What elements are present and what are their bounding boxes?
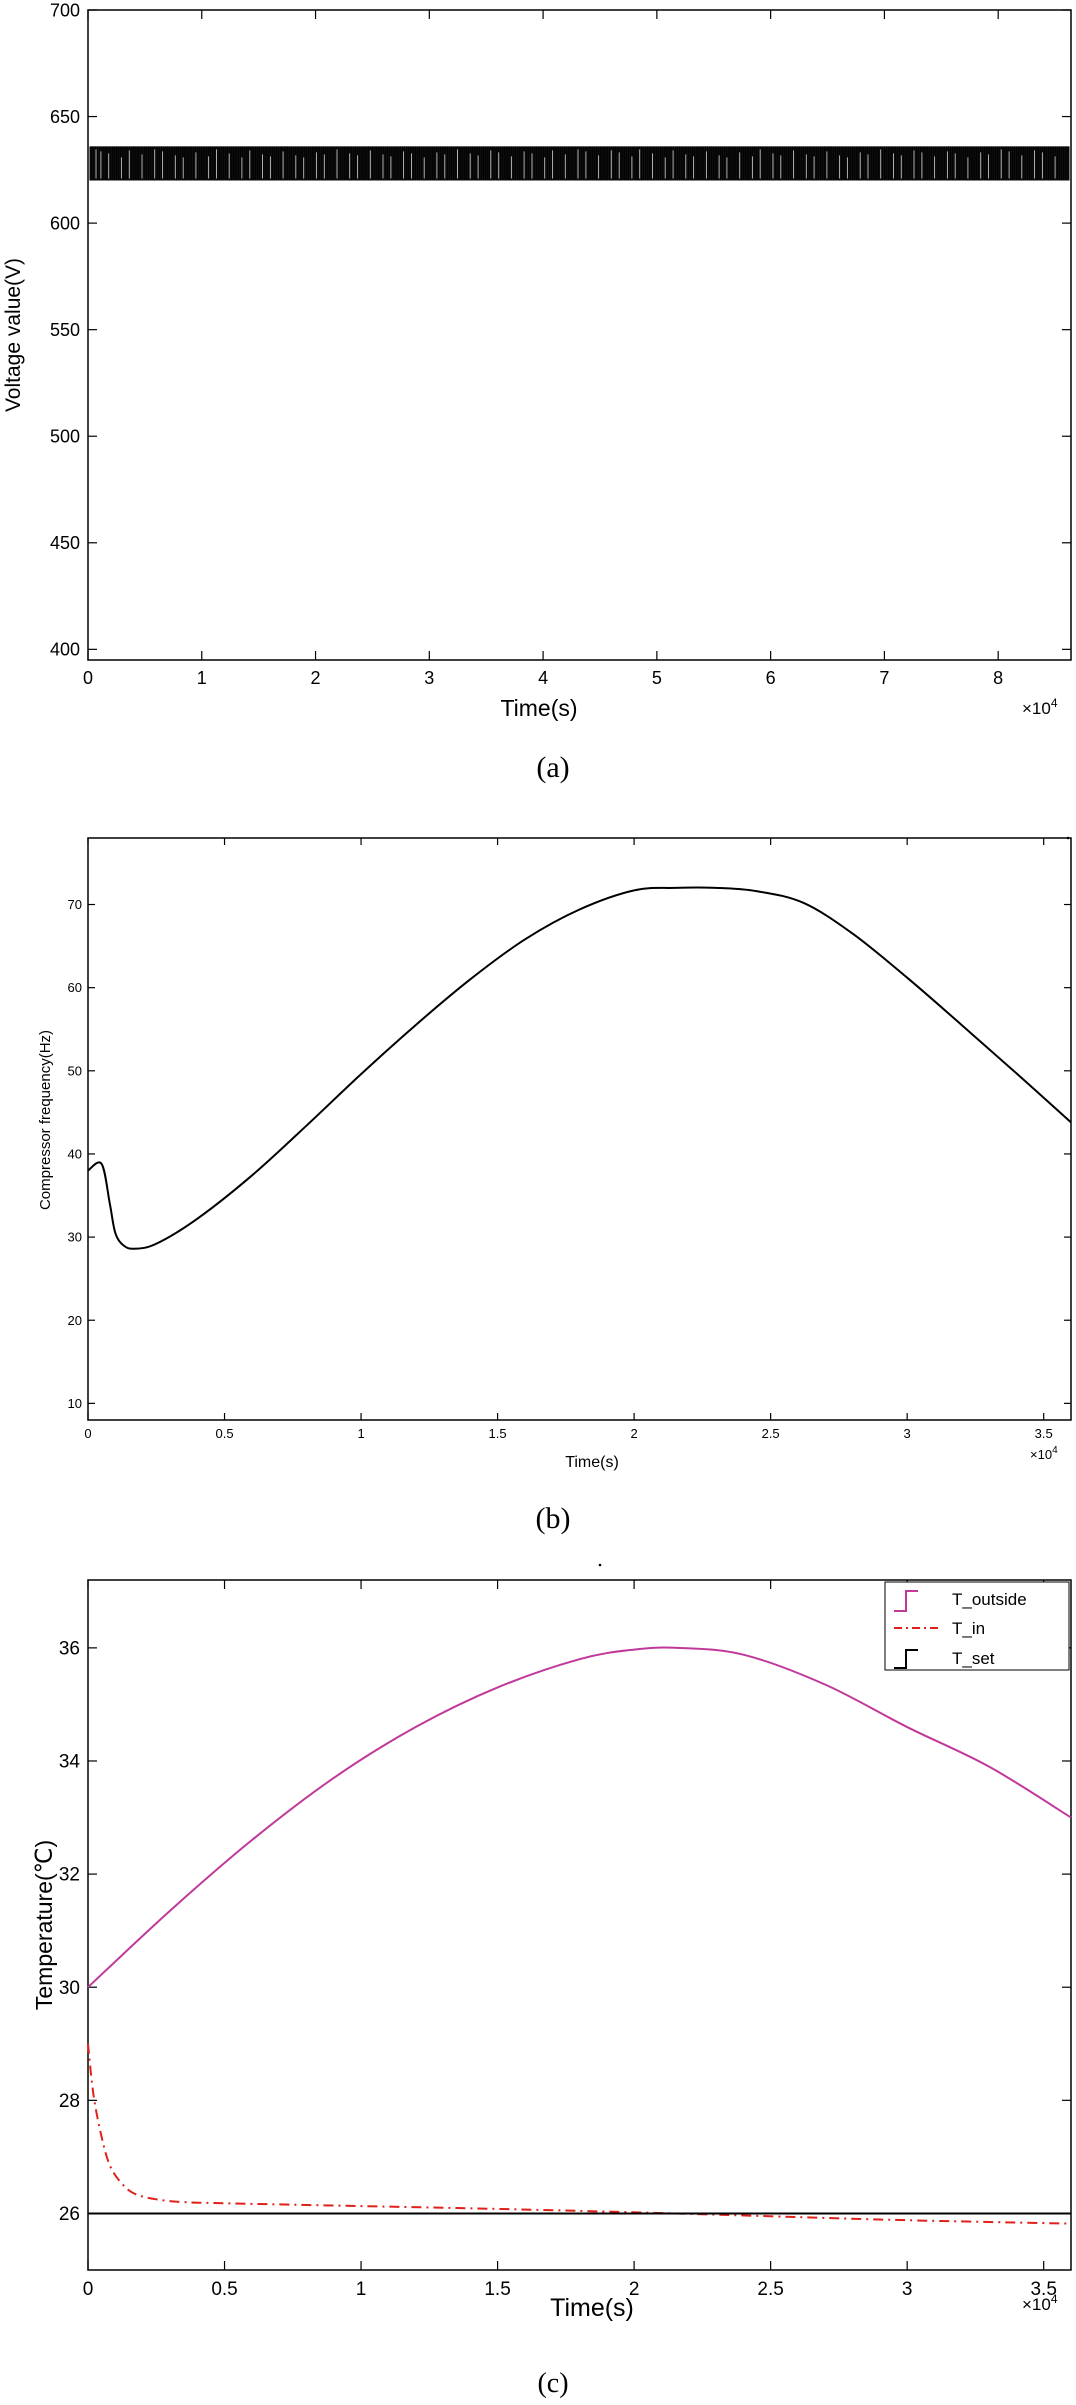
x-axis-label: Time(s)	[550, 2294, 634, 2322]
x-tick-label: 1.5	[484, 2279, 510, 2300]
y-tick-label: 30	[68, 1230, 82, 1245]
y-tick-label: 40	[68, 1146, 82, 1161]
x-tick-label: 0.5	[215, 1426, 233, 1441]
legend-entry-t-set: T_set	[894, 1649, 995, 1669]
y-tick-label: 30	[59, 1978, 80, 1999]
y-tick-label: 600	[50, 213, 80, 233]
legend-label-t-set: T_set	[952, 1649, 995, 1668]
y-tick-label: 400	[50, 640, 80, 660]
x-tick-label: 2	[311, 668, 321, 688]
y-axis-label: Compressor frequency(Hz)	[37, 1030, 54, 1210]
temperature-chart: 0 0.5 1 1.5 2 2.5 3 3.5 26 28 30 32 34 36 T_outside T…	[31, 1563, 1072, 2399]
x-tick-label: 3	[424, 668, 434, 688]
voltage-chart: 0 1 2 3 4 5 6 7 8 400 450 500 550 600 650 700 Voltage v…	[2, 0, 1072, 784]
x-tick-label: 4	[538, 668, 548, 688]
x-axis-label: Time(s)	[565, 1454, 619, 1471]
x-tick-label: 3.5	[1030, 2279, 1056, 2300]
x-tick-label: 1	[197, 668, 207, 688]
y-axis-label: Voltage value(V)	[2, 258, 25, 412]
x-tick-label: 0	[83, 2279, 94, 2300]
y-tick-label: 550	[50, 320, 80, 340]
plot-frame	[87, 1579, 1072, 2271]
x-tick-label: 2	[629, 2279, 640, 2300]
x-tick-label: 3	[904, 1426, 911, 1441]
stray-dot	[598, 1563, 602, 1567]
y-tick-label: 650	[50, 107, 80, 127]
series-line-t-outside	[87, 1646, 1072, 1988]
legend-swatch-t-set	[894, 1649, 918, 1669]
legend-box	[884, 1581, 1070, 1671]
x-tick-label: 5	[652, 668, 662, 688]
y-tick-label: 20	[68, 1313, 82, 1328]
x-tick-label: 8	[993, 668, 1003, 688]
y-tick-label: 50	[68, 1063, 82, 1078]
compressor-frequency-chart: 0 0.5 1 1.5 2 2.5 3 3.5 10 20 30 40 50 60 70 Compresso…	[37, 836, 1072, 1535]
y-axis-label: Temperature(℃)	[31, 1840, 57, 2010]
y-tick-label: 26	[59, 2204, 80, 2225]
x-tick-label: 0.5	[211, 2279, 237, 2300]
x-tick-label: 2	[630, 1426, 637, 1441]
x-exponent-label: ×104	[1022, 2292, 1058, 2314]
y-tick-label: 10	[68, 1396, 82, 1411]
panel-label: (c)	[537, 2368, 568, 2399]
x-tick-label: 1	[357, 1426, 364, 1441]
y-tick-label: 28	[59, 2091, 80, 2112]
series-line-main	[87, 886, 1072, 1250]
x-tick-label: 0	[84, 1426, 91, 1441]
y-tick-label: 34	[59, 1752, 81, 1773]
legend-entry-t-in: T_in	[894, 1619, 985, 1638]
legend: T_outside T_in T_set	[884, 1581, 1070, 1671]
x-tick-label: 6	[766, 668, 776, 688]
y-tick-label: 450	[50, 533, 80, 553]
y-tick-label: 32	[59, 1865, 80, 1886]
series-voltage-oscillation	[89, 146, 1070, 181]
x-tick-label: 1	[356, 2279, 367, 2300]
series-line-t-in	[87, 2043, 1072, 2225]
y-tick-label: 36	[59, 1639, 80, 1660]
x-axis-label: Time(s)	[500, 695, 577, 721]
legend-label-t-in: T_in	[952, 1619, 985, 1638]
y-tick-label: 70	[68, 897, 82, 912]
legend-entry-t-outside: T_outside	[894, 1590, 1027, 1612]
legend-swatch-t-outside	[894, 1590, 918, 1612]
x-tick-label: 3.5	[1035, 1426, 1053, 1441]
y-tick-label: 700	[50, 0, 80, 20]
x-tick-label: 2.5	[757, 2279, 783, 2300]
panel-label: (b)	[536, 1502, 571, 1535]
series-voltage-gaps	[95, 149, 1056, 179]
y-tick-label: 60	[68, 980, 82, 995]
x-tick-label: 7	[879, 668, 889, 688]
stray-dot	[1066, 836, 1070, 840]
plot-frame	[87, 837, 1072, 1421]
x-tick-label: 2.5	[762, 1426, 780, 1441]
x-tick-label: 3	[902, 2279, 913, 2300]
y-tick-label: 500	[50, 427, 80, 447]
x-exponent-label: ×104	[1022, 696, 1058, 718]
x-tick-label: 1.5	[489, 1426, 507, 1441]
x-tick-label: 0	[83, 668, 93, 688]
plot-frame	[87, 9, 1072, 661]
x-exponent-label: ×104	[1030, 1445, 1058, 1462]
legend-label-t-outside: T_outside	[952, 1590, 1027, 1609]
panel-label: (a)	[536, 751, 569, 784]
